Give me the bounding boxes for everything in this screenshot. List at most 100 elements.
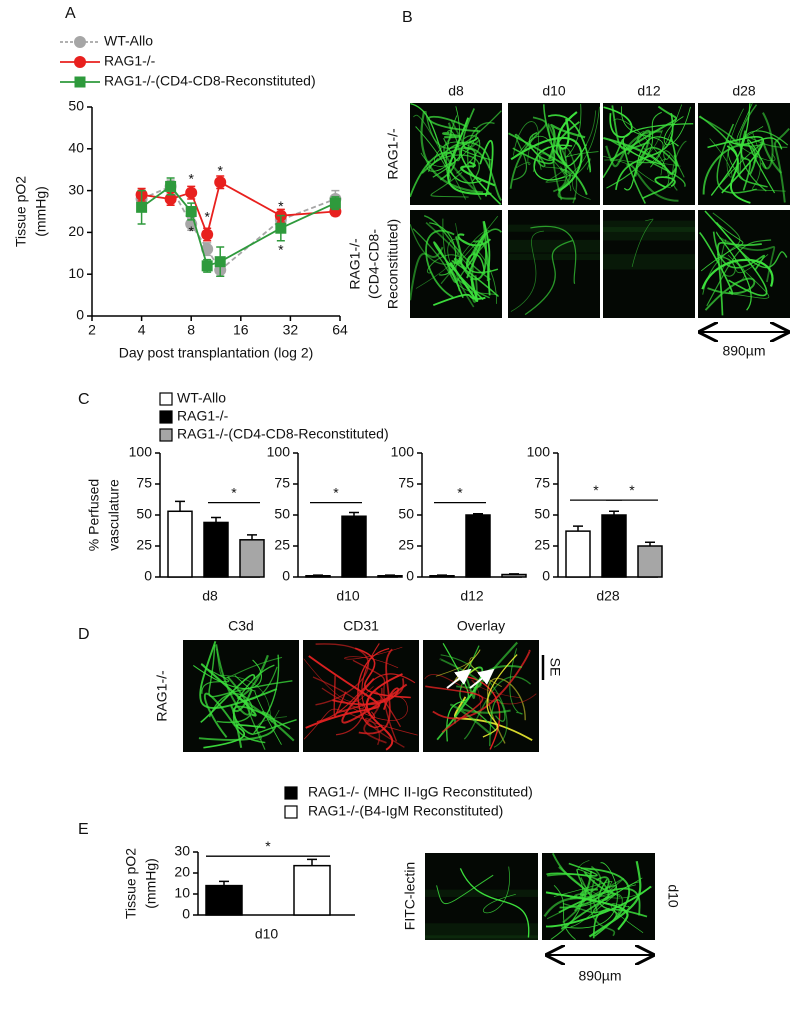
vessel [436,874,494,904]
panel-label: D [78,626,90,643]
vessel [253,654,297,735]
bar [501,573,527,578]
vessel [588,860,642,938]
y-tick-label: 0 [542,568,550,584]
vessel [512,104,556,165]
glow [508,239,600,253]
vessel [569,865,602,900]
vessel [615,112,674,191]
vessel [459,645,497,732]
significance: * [217,162,223,178]
vessel [472,240,489,282]
day-label: d10 [665,884,681,908]
vessel [701,258,774,290]
vessel [361,643,380,719]
panel-label: E [78,821,89,838]
vessel [358,648,393,735]
y-tick-label: 50 [68,98,84,114]
vessel [524,239,573,316]
y-tick-label: 40 [68,140,84,156]
x-tick-label: d8 [202,588,218,604]
marker [201,260,213,272]
vessel [603,136,677,175]
vessel [448,267,490,299]
vessels [698,103,790,204]
x-tick-label: 32 [283,322,299,338]
micrograph [542,853,655,940]
micrograph-bg [303,640,419,752]
y-tick-label: 0 [144,568,152,584]
bar [341,515,367,578]
micrograph-bg [698,210,790,318]
error-bar [211,516,221,523]
bar [293,864,331,916]
glow [508,224,600,232]
x-tick-label: 64 [332,322,348,338]
y-tick-label: 10 [68,265,84,281]
vessel [533,144,573,181]
y-tick-label: 20 [68,223,84,239]
vessel [716,222,788,269]
y-tick-label: 100 [391,444,415,460]
vessel [433,241,484,301]
vessel [606,111,662,189]
vessel [570,881,640,928]
row-label: (CD4-CD8- [366,229,382,299]
vessel [200,663,257,717]
y-tick-label: 20 [174,864,190,880]
vessel [192,659,262,689]
error-bar [307,858,317,866]
se-label: SE [547,658,563,677]
micrograph [423,640,539,752]
vessel [603,155,667,176]
vessel [447,238,497,304]
y-tick-label: 25 [534,537,550,553]
y-tick-label: 10 [174,885,190,901]
vessels [508,103,600,204]
micrograph [603,210,695,318]
vessel [631,218,654,267]
vessels [192,640,297,750]
vessel [773,127,790,203]
micrograph [698,103,790,205]
panel-label: C [78,391,90,408]
vessel [450,119,481,151]
vessels [603,218,695,270]
vessel [548,123,586,160]
vessel [539,153,572,192]
vessel [423,215,491,281]
vessel [654,176,676,189]
micrograph [508,103,600,205]
vessels [543,853,653,940]
micrograph-bg [425,853,538,940]
significance: * [457,484,463,500]
vessel [471,251,478,303]
legend-marker [74,76,86,88]
vessel [459,868,530,938]
micrograph [410,103,502,205]
vessel [203,692,236,738]
vessel [709,108,744,178]
y-tick-label: 25 [136,537,152,553]
vessel [232,664,275,744]
vessel [440,654,508,748]
glow [603,254,695,270]
y-tick-label: 50 [398,506,414,522]
vessel [432,293,486,307]
x-tick-label: 8 [187,322,195,338]
y-axis-label: Tissue pO2 [123,848,139,919]
vessel [634,147,679,177]
y-tick-label: 100 [267,444,291,460]
bar [377,575,403,578]
row-label: RAG1-/- [154,670,170,722]
vessel [489,699,506,747]
legend-label: RAG1-/- (MHC II-IgG Reconstituted) [308,784,533,800]
vessel [463,676,532,740]
vessel [727,137,783,150]
marker [201,228,214,241]
y-axis-label: (mmHg) [33,186,49,237]
glow [603,220,695,232]
significance: * [188,223,194,239]
marker [214,256,226,268]
vessel [365,717,405,748]
